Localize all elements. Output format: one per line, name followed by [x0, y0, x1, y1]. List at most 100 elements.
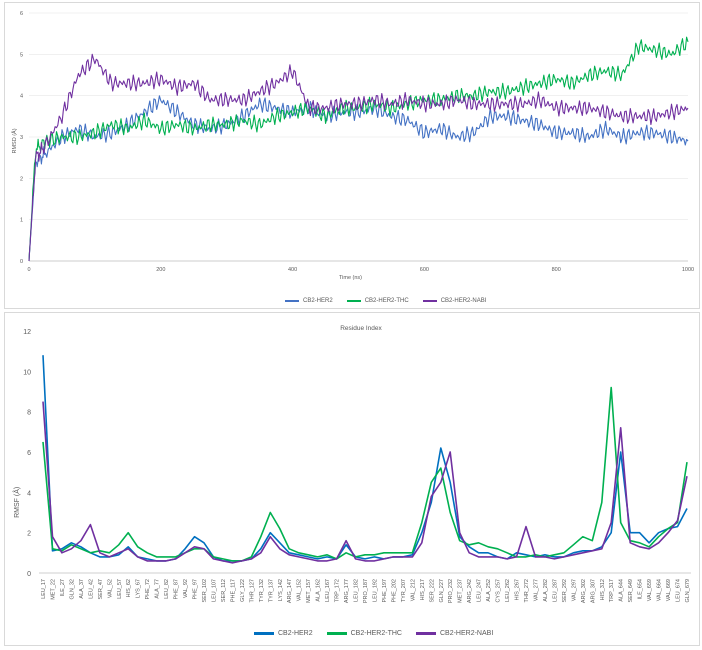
x-tick-label: LEU_107 — [211, 579, 217, 602]
x-tick-label: 600 — [420, 267, 429, 273]
x-tick-label: GLN_227 — [439, 579, 445, 603]
rmsd-legend: CB2-HER2 CB2-HER2-THC CB2-HER2-NABI — [285, 298, 486, 304]
x-tick-label: LEU_192 — [372, 579, 378, 602]
x-tick-label: ARG_147 — [287, 579, 293, 603]
y-tick-label: 6 — [20, 11, 23, 17]
x-tick-label: TRP_317 — [609, 579, 615, 602]
x-tick-label: HIS_217 — [420, 579, 426, 600]
x-tick-label: SER_47 — [98, 579, 104, 600]
legend-swatch-cb2-her2-nabi — [415, 632, 436, 635]
x-tick-label: 400 — [288, 267, 297, 273]
legend-label-cb2-her2: CB2-HER2 — [303, 298, 333, 304]
x-tick-label: VAL_659 — [647, 579, 653, 601]
x-tick-label: TYR_132 — [259, 579, 265, 602]
legend-item-cb2-her2-nabi: CB2-HER2-NABI — [415, 630, 494, 637]
x-tick-label: SER_649 — [628, 579, 634, 603]
x-tick-label: VAL_52 — [107, 579, 113, 598]
y-tick-label: 4 — [20, 94, 23, 100]
y-tick-label: 5 — [20, 52, 23, 58]
rmsf-chart-panel: 0 2 4 6 8 10 12 LEU_17 MET_22 ILE_27 GLN_32 ALA_37 L… — [4, 312, 700, 646]
legend-label-cb2-her2-nabi: CB2-HER2-NABI — [439, 630, 494, 637]
x-tick-label: ARG_177 — [344, 579, 350, 603]
x-tick-label: 1000 — [682, 267, 694, 273]
x-tick-label: GLN_32 — [69, 579, 75, 600]
x-tick-label: TYR_207 — [401, 579, 407, 602]
x-tick-label: GLN_679 — [685, 579, 691, 603]
x-tick-label: VAL_277 — [533, 579, 539, 601]
legend-item-cb2-her2: CB2-HER2 — [285, 298, 333, 304]
legend-label-cb2-her2: CB2-HER2 — [278, 630, 313, 637]
x-tick-label: LEU_182 — [354, 579, 360, 602]
series-line-cb2-her2-nabi — [42, 401, 688, 564]
legend-item-cb2-her2-thc: CB2-HER2-THC — [346, 298, 409, 304]
x-tick-label: HIS_312 — [600, 579, 606, 600]
x-tick-label: ILE_27 — [60, 579, 66, 596]
x-tick-label: PHE_97 — [193, 579, 199, 600]
legend-label-cb2-her2-thc: CB2-HER2-THC — [350, 630, 402, 637]
x-tick-label: ARG_242 — [467, 579, 473, 603]
legend-item-cb2-her2-thc: CB2-HER2-THC — [326, 630, 402, 637]
rmsf-legend: CB2-HER2 CB2-HER2-THC CB2-HER2-NABI — [254, 630, 493, 637]
x-tick-label: LEU_674 — [676, 579, 682, 602]
x-tick-label: VAL_212 — [410, 579, 416, 601]
x-tick-label: HIS_62 — [126, 579, 132, 597]
x-tick-label: MET_22 — [50, 579, 56, 600]
y-tick-label: 2 — [20, 176, 23, 182]
x-axis-title: Residue Index — [340, 325, 382, 332]
x-tick-label: PHE_202 — [391, 579, 397, 603]
x-tick-label: ALA_162 — [316, 579, 322, 602]
x-tick-label: ALA_37 — [79, 579, 85, 599]
series-line-cb2-her2-nabi — [28, 53, 689, 262]
x-tick-label: LEU_167 — [325, 579, 331, 602]
y-tick-label: 1 — [20, 218, 23, 224]
y-tick-label: 0 — [27, 571, 31, 578]
x-tick-label: PHE_117 — [230, 579, 236, 602]
y-tick-label: 2 — [27, 531, 31, 538]
x-tick-label: LEU_247 — [477, 579, 483, 602]
x-tick-label: LEU_42 — [88, 579, 94, 599]
series-line-cb2-her2-thc — [42, 386, 688, 562]
legend-label-cb2-her2-nabi: CB2-HER2-NABI — [440, 298, 487, 304]
x-tick-label: PRO_187 — [363, 579, 369, 603]
x-tick-label: LEU_17 — [41, 579, 47, 599]
x-tick-label: LEU_57 — [117, 579, 123, 599]
x-tick-label: TYR_137 — [268, 579, 274, 602]
x-tick-label: ARG_302 — [581, 579, 587, 603]
series-line-cb2-her2-thc — [28, 36, 689, 262]
legend-item-cb2-her2: CB2-HER2 — [254, 630, 313, 637]
x-tick-label: PHE_87 — [174, 579, 180, 600]
x-tick-label: VAL_669 — [666, 579, 672, 601]
x-tick-label: TRP_172 — [335, 579, 341, 602]
x-tick-label: 800 — [552, 267, 561, 273]
x-tick-label: LYS_142 — [278, 579, 284, 601]
legend-swatch-cb2-her2 — [254, 632, 274, 635]
legend-label-cb2-her2-thc: CB2-HER2-THC — [364, 298, 409, 304]
x-tick-label: 200 — [156, 267, 165, 273]
y-axis-title: RMSD (Å) — [11, 128, 18, 153]
rmsd-chart-panel: 0 1 2 3 4 5 6 0 200 400 600 800 1000 Time (ns) RMSD (Å… — [4, 2, 700, 309]
x-tick-label: CYS_257 — [496, 579, 502, 603]
x-tick-label: ALA_77 — [155, 579, 161, 599]
x-tick-label: SER_112 — [221, 579, 227, 602]
legend-swatch-cb2-her2-thc — [326, 632, 347, 635]
x-tick-label: MET_157 — [306, 579, 312, 603]
x-tick-label: VAL_664 — [657, 579, 663, 601]
y-tick-label: 6 — [27, 450, 31, 457]
x-tick-label: PHE_197 — [382, 579, 388, 603]
x-tick-label: THR_272 — [524, 579, 530, 603]
x-tick-label: VAL_152 — [297, 579, 303, 601]
x-tick-label: VAL_92 — [183, 579, 189, 598]
y-tick-label: 4 — [27, 490, 31, 497]
x-tick-label: THR_127 — [249, 579, 255, 603]
x-tick-label: ALA_644 — [619, 579, 625, 602]
legend-swatch-cb2-her2 — [285, 300, 299, 302]
x-axis-title: Time (ns) — [339, 275, 362, 281]
x-tick-label: LEU_262 — [505, 579, 511, 602]
rmsd-chart: 0 1 2 3 4 5 6 0 200 400 600 800 1000 Time (ns) RMSD (Å… — [11, 11, 694, 281]
legend-swatch-cb2-her2-thc — [346, 300, 361, 302]
x-tick-label: PRO_232 — [448, 579, 454, 603]
x-tick-label: LYS_67 — [136, 579, 142, 598]
legend-swatch-cb2-her2-nabi — [422, 300, 437, 302]
x-tick-label: GLY_122 — [240, 579, 246, 602]
